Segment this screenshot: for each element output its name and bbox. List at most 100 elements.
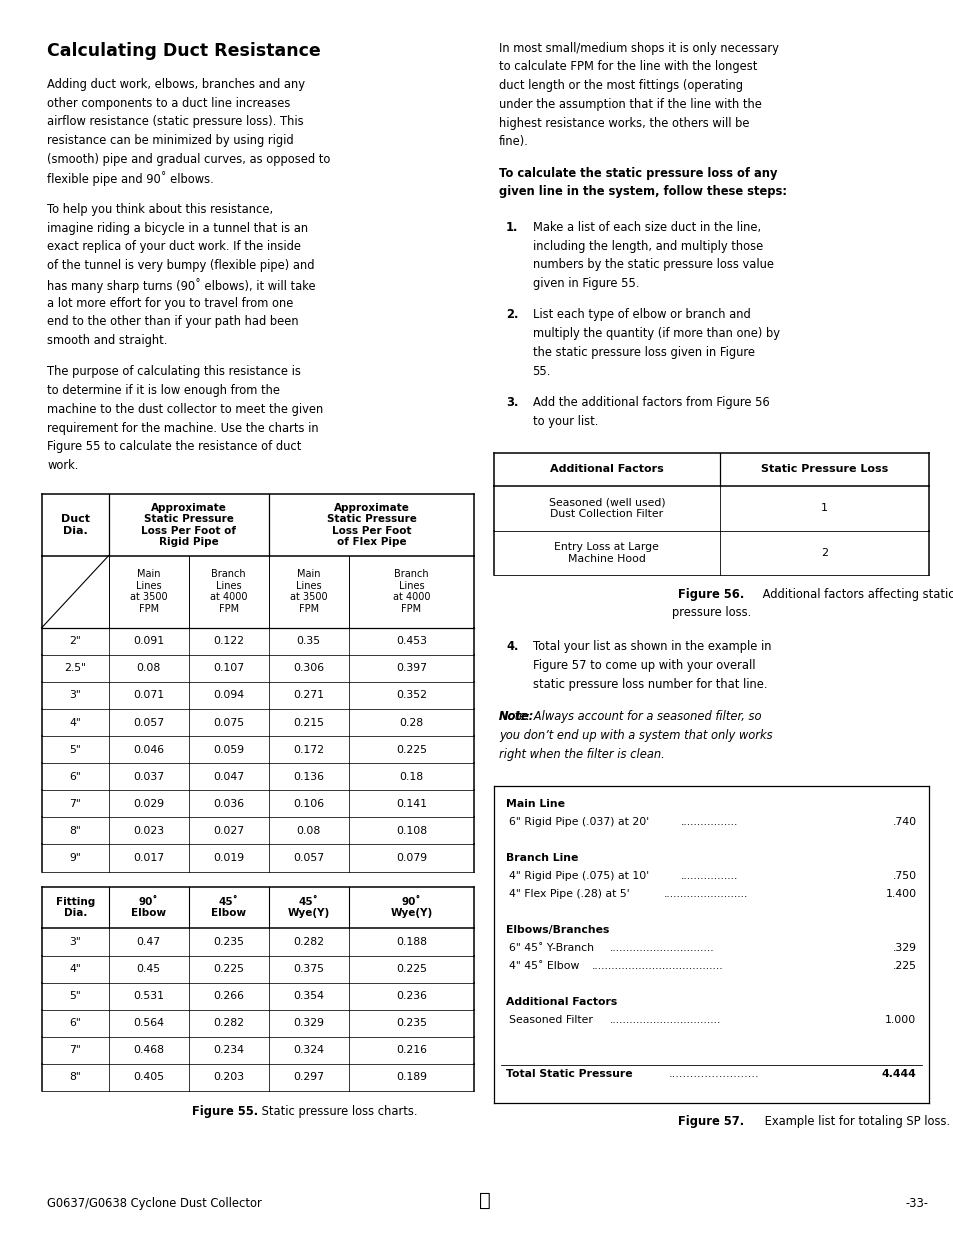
Text: 0.188: 0.188 xyxy=(395,937,427,947)
Text: .329: .329 xyxy=(892,944,916,953)
Text: 0.019: 0.019 xyxy=(213,853,244,863)
Text: -33-: -33- xyxy=(905,1197,928,1210)
Text: 2: 2 xyxy=(821,548,827,558)
Text: 0.057: 0.057 xyxy=(133,718,164,727)
Text: Figure 57 to come up with your overall: Figure 57 to come up with your overall xyxy=(532,659,754,672)
Text: has many sharp turns (90˚ elbows), it will take: has many sharp turns (90˚ elbows), it wi… xyxy=(47,278,315,293)
Text: Duct
Dia.: Duct Dia. xyxy=(61,514,90,536)
Text: Main
Lines
at 3500
FPM: Main Lines at 3500 FPM xyxy=(130,569,168,614)
Text: To help you think about this resistance,: To help you think about this resistance, xyxy=(47,203,274,216)
Text: resistance can be minimized by using rigid: resistance can be minimized by using rig… xyxy=(47,135,294,147)
Text: 0.079: 0.079 xyxy=(395,853,427,863)
Text: 0.203: 0.203 xyxy=(213,1072,244,1082)
Text: (smooth) pipe and gradual curves, as opposed to: (smooth) pipe and gradual curves, as opp… xyxy=(47,153,331,165)
Text: to your list.: to your list. xyxy=(532,415,598,427)
Text: a lot more effort for you to travel from one: a lot more effort for you to travel from… xyxy=(47,296,294,310)
Text: To calculate the static pressure loss of any: To calculate the static pressure loss of… xyxy=(498,167,777,179)
Text: 0.029: 0.029 xyxy=(133,799,164,809)
Text: Note: Always account for a seasoned filter, so: Note: Always account for a seasoned filt… xyxy=(498,710,760,724)
Text: to calculate FPM for the line with the longest: to calculate FPM for the line with the l… xyxy=(498,61,757,73)
Text: Main Line: Main Line xyxy=(506,799,564,809)
Text: 0.122: 0.122 xyxy=(213,636,244,646)
Text: imagine riding a bicycle in a tunnel that is an: imagine riding a bicycle in a tunnel tha… xyxy=(47,221,308,235)
Text: 0.405: 0.405 xyxy=(133,1072,164,1082)
Text: Seasoned Filter: Seasoned Filter xyxy=(508,1015,592,1025)
Text: of the tunnel is very bumpy (flexible pipe) and: of the tunnel is very bumpy (flexible pi… xyxy=(47,259,314,272)
Text: 6" Rigid Pipe (.037) at 20': 6" Rigid Pipe (.037) at 20' xyxy=(508,816,648,826)
Text: 0.141: 0.141 xyxy=(395,799,427,809)
Text: 90˚
Elbow: 90˚ Elbow xyxy=(131,897,166,919)
Text: ...............................: ............................... xyxy=(609,944,714,953)
Text: .750: .750 xyxy=(891,871,916,881)
Text: 0.075: 0.075 xyxy=(213,718,244,727)
Text: 90˚
Wye(Y): 90˚ Wye(Y) xyxy=(390,897,432,919)
Text: 0.059: 0.059 xyxy=(213,745,244,755)
Text: 6" 45˚ Y-Branch: 6" 45˚ Y-Branch xyxy=(508,944,594,953)
Text: 0.225: 0.225 xyxy=(395,965,427,974)
Text: the static pressure loss given in Figure: the static pressure loss given in Figure xyxy=(532,346,754,359)
Text: 3.: 3. xyxy=(506,396,518,409)
Text: 0.08: 0.08 xyxy=(296,826,320,836)
Text: 0.057: 0.057 xyxy=(293,853,324,863)
Text: 6": 6" xyxy=(70,772,81,782)
Text: 0.354: 0.354 xyxy=(293,992,324,1002)
Text: Fitting
Dia.: Fitting Dia. xyxy=(55,897,94,919)
Text: 55.: 55. xyxy=(532,364,550,378)
Text: 1: 1 xyxy=(821,504,827,514)
Text: .225: .225 xyxy=(892,961,916,971)
Text: 0.297: 0.297 xyxy=(293,1072,324,1082)
Text: 0.271: 0.271 xyxy=(293,690,324,700)
Text: Adding duct work, elbows, branches and any: Adding duct work, elbows, branches and a… xyxy=(47,78,305,91)
Text: G0637/G0638 Cyclone Dust Collector: G0637/G0638 Cyclone Dust Collector xyxy=(47,1197,262,1210)
Text: 0.329: 0.329 xyxy=(293,1019,324,1029)
Text: right when the filter is clean.: right when the filter is clean. xyxy=(498,748,664,761)
Text: 4" Rigid Pipe (.075) at 10': 4" Rigid Pipe (.075) at 10' xyxy=(508,871,648,881)
Text: 3": 3" xyxy=(70,937,81,947)
Text: 3": 3" xyxy=(70,690,81,700)
Text: Figure 55 to calculate the resistance of duct: Figure 55 to calculate the resistance of… xyxy=(47,441,301,453)
Text: .................................: ................................. xyxy=(609,1015,720,1025)
Text: 🐻: 🐻 xyxy=(479,1191,491,1210)
Text: 0.306: 0.306 xyxy=(293,663,324,673)
Text: work.: work. xyxy=(47,459,78,472)
Text: 0.108: 0.108 xyxy=(395,826,427,836)
Text: exact replica of your duct work. If the inside: exact replica of your duct work. If the … xyxy=(47,241,301,253)
Text: 0.216: 0.216 xyxy=(395,1045,427,1056)
Text: you don’t end up with a system that only works: you don’t end up with a system that only… xyxy=(498,729,772,742)
Text: 0.266: 0.266 xyxy=(213,992,244,1002)
Text: Additional Factors: Additional Factors xyxy=(506,997,617,1008)
Text: 5": 5" xyxy=(70,745,81,755)
Text: Figure 55.: Figure 55. xyxy=(192,1105,257,1118)
Text: 0.189: 0.189 xyxy=(395,1072,427,1082)
Text: given in Figure 55.: given in Figure 55. xyxy=(532,277,639,290)
Text: Branch Line: Branch Line xyxy=(506,853,578,863)
Text: 4.: 4. xyxy=(506,640,518,653)
Text: including the length, and multiply those: including the length, and multiply those xyxy=(532,240,762,253)
Text: 0.282: 0.282 xyxy=(213,1019,244,1029)
Text: 0.023: 0.023 xyxy=(133,826,164,836)
Text: duct length or the most fittings (operating: duct length or the most fittings (operat… xyxy=(498,79,742,93)
Text: 8": 8" xyxy=(70,826,81,836)
Text: .........................: ......................... xyxy=(662,889,747,899)
Text: 0.236: 0.236 xyxy=(395,992,427,1002)
Text: 0.136: 0.136 xyxy=(293,772,324,782)
Text: The purpose of calculating this resistance is: The purpose of calculating this resistan… xyxy=(47,366,301,378)
Text: multiply the quantity (if more than one) by: multiply the quantity (if more than one)… xyxy=(532,327,779,340)
Text: 0.091: 0.091 xyxy=(133,636,164,646)
Text: Branch
Lines
at 4000
FPM: Branch Lines at 4000 FPM xyxy=(210,569,247,614)
Text: 45˚
Elbow: 45˚ Elbow xyxy=(211,897,246,919)
Text: 4": 4" xyxy=(70,965,81,974)
Text: 0.094: 0.094 xyxy=(213,690,244,700)
Text: to determine if it is low enough from the: to determine if it is low enough from th… xyxy=(47,384,280,396)
Text: 4.444: 4.444 xyxy=(881,1070,916,1079)
Text: 0.282: 0.282 xyxy=(293,937,324,947)
Text: 9": 9" xyxy=(70,853,81,863)
Text: 0.35: 0.35 xyxy=(296,636,320,646)
Text: Static Pressure Loss: Static Pressure Loss xyxy=(760,464,887,474)
Text: Main
Lines
at 3500
FPM: Main Lines at 3500 FPM xyxy=(290,569,327,614)
Text: 0.352: 0.352 xyxy=(395,690,427,700)
Text: 0.172: 0.172 xyxy=(293,745,324,755)
Text: other components to a duct line increases: other components to a duct line increase… xyxy=(47,96,291,110)
Text: Figure 56.: Figure 56. xyxy=(678,588,743,600)
Text: .........................: ......................... xyxy=(668,1070,759,1079)
